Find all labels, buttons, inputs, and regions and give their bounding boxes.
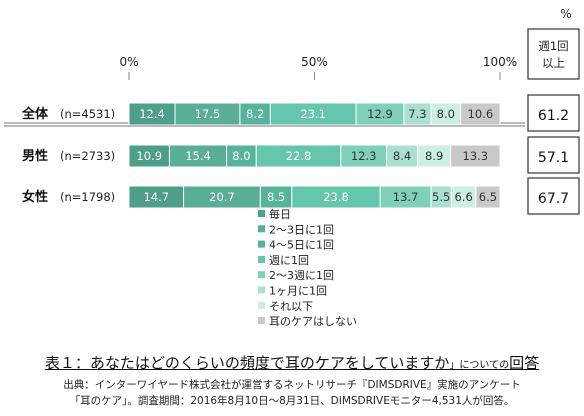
x-tick-label: 0% (119, 55, 138, 69)
data-label: 10.9 (136, 149, 162, 163)
data-label: 5.5 (432, 190, 450, 204)
x-tick-label: 50% (301, 55, 328, 69)
data-label: 15.4 (185, 149, 211, 163)
category-label: 女性 (22, 189, 48, 205)
data-label: 12.4 (139, 107, 165, 121)
source-line-2: 「耳のケア」。調査期間：2016年8月10日〜8月31日、DIMSDRIVEモニ… (69, 395, 515, 407)
chart-caption: 表１：あなたはどのくらいの頻度で耳のケアをしていますか」についての回答 (0, 352, 584, 373)
data-label: 6.5 (479, 190, 497, 204)
data-label: 8.5 (267, 190, 285, 204)
data-label: 17.5 (195, 107, 221, 121)
data-label: 6.6 (454, 190, 472, 204)
data-label: 13.3 (463, 149, 489, 163)
data-label: 13.7 (393, 190, 419, 204)
legend-swatch (258, 225, 265, 233)
data-label: 20.7 (209, 190, 235, 204)
summary-value: 57.1 (538, 150, 569, 166)
summary-value: 61.2 (538, 108, 569, 124)
data-label: 14.7 (143, 190, 169, 204)
legend-label: それ以下 (269, 300, 313, 313)
legend-label: 2〜3日に1回 (269, 223, 334, 236)
summary-value-box (527, 136, 580, 174)
data-label: 8.2 (246, 107, 264, 121)
bar-segment (450, 144, 501, 168)
data-label: 8.9 (425, 149, 443, 163)
summary-header-box (527, 28, 580, 80)
legend-label: 1ヶ月に1回 (269, 285, 327, 298)
caption-small: 」についての (449, 360, 510, 371)
legend-label: 毎日 (269, 208, 291, 221)
data-label: 12.3 (351, 149, 377, 163)
x-tick-label: 100% (483, 55, 517, 69)
legend-label: 耳のケアはしない (269, 315, 357, 328)
legend-label: 週に1回 (269, 254, 309, 267)
legend-swatch (258, 240, 265, 248)
summary-header-text: 週1回 (538, 39, 568, 53)
legend-swatch (258, 255, 265, 263)
legend-label: 4〜5日に1回 (269, 239, 334, 252)
summary-header-text: 以上 (542, 56, 565, 70)
unit-mark: % (560, 7, 571, 21)
caption-main: 表１：あなたはどのくらいの頻度で耳のケアをしていますか (44, 354, 450, 372)
data-label: 8.4 (393, 149, 411, 163)
category-count: (n=1798) (60, 190, 115, 204)
category-label: 男性 (22, 148, 48, 164)
data-label: 23.8 (323, 190, 349, 204)
caption-end: 回答 (509, 354, 540, 372)
data-label: 10.6 (468, 107, 494, 121)
category-label: 全体 (21, 106, 49, 122)
source-line-1: 出典：インターワイヤード株式会社が運営するネットリサーチ『DIMSDRIVE』実… (63, 379, 521, 391)
summary-value-box (527, 94, 580, 132)
data-label: 23.1 (300, 107, 326, 121)
legend-swatch (258, 301, 265, 309)
bar-segment (475, 185, 501, 209)
summary-value-box (527, 177, 580, 215)
legend-swatch (258, 210, 265, 217)
summary-value: 67.7 (538, 191, 569, 207)
legend-swatch (258, 286, 265, 294)
data-label: 12.9 (367, 107, 393, 121)
legend-swatch (258, 271, 265, 279)
data-label: 22.8 (286, 149, 312, 163)
data-label: 8.0 (437, 107, 455, 121)
data-label: 8.0 (232, 149, 250, 163)
data-label: 7.3 (408, 107, 426, 121)
category-count: (n=4531) (60, 107, 115, 121)
bar-segment (460, 102, 501, 126)
legend-swatch (258, 317, 265, 325)
legend-label: 2〜3週に1回 (269, 269, 334, 282)
category-count: (n=2733) (60, 149, 115, 163)
